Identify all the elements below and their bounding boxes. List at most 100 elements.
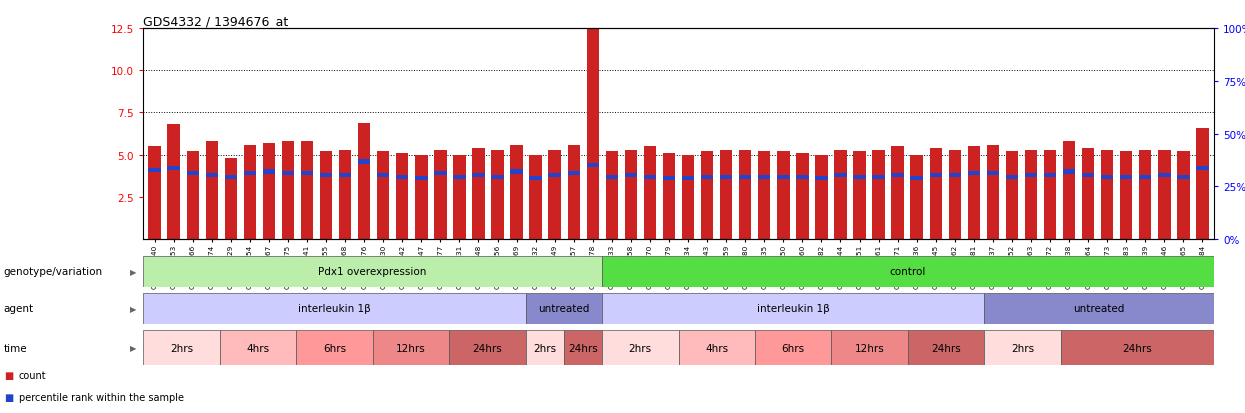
Bar (168, 125, 179, 240)
Bar (143, 330, 219, 366)
Bar (625, 173, 637, 178)
Bar (148, 147, 161, 240)
Bar (1082, 149, 1094, 240)
Bar (510, 145, 523, 240)
Bar (987, 172, 998, 176)
Bar (244, 172, 256, 176)
Bar (320, 173, 332, 178)
Bar (1196, 128, 1209, 240)
Bar (281, 142, 294, 240)
Bar (662, 177, 675, 181)
Text: 6hrs: 6hrs (782, 343, 804, 353)
Bar (219, 330, 296, 366)
Bar (453, 175, 466, 179)
Text: 2hrs: 2hrs (1011, 343, 1035, 353)
Bar (525, 330, 564, 366)
Bar (1139, 150, 1152, 240)
Text: 24hrs: 24hrs (931, 343, 961, 353)
Bar (492, 175, 504, 179)
Bar (1063, 142, 1076, 240)
Text: untreated: untreated (538, 304, 589, 314)
Text: 2hrs: 2hrs (169, 343, 193, 353)
Bar (682, 155, 695, 240)
Bar (549, 173, 561, 178)
Bar (148, 169, 161, 173)
Bar (1139, 175, 1152, 179)
Bar (740, 175, 752, 179)
Bar (603, 256, 1214, 287)
Bar (758, 152, 771, 240)
Bar (1006, 175, 1018, 179)
Bar (796, 154, 808, 240)
Bar (1082, 173, 1094, 178)
Bar (263, 170, 275, 174)
Bar (1158, 173, 1170, 178)
Text: ■: ■ (4, 370, 12, 380)
Bar (168, 167, 179, 171)
Bar (985, 330, 1061, 366)
Bar (435, 172, 447, 176)
Bar (377, 173, 390, 178)
Bar (1025, 150, 1037, 240)
Text: agent: agent (4, 304, 34, 314)
Text: 4hrs: 4hrs (247, 343, 269, 353)
Text: Pdx1 overexpression: Pdx1 overexpression (319, 266, 427, 277)
Bar (205, 173, 218, 178)
Bar (339, 150, 351, 240)
Text: control: control (890, 266, 926, 277)
Text: 4hrs: 4hrs (705, 343, 728, 353)
Bar (930, 149, 942, 240)
Bar (815, 155, 828, 240)
Bar (1101, 175, 1113, 179)
Bar (510, 170, 523, 174)
Bar (908, 330, 985, 366)
Bar (472, 173, 484, 178)
Bar (435, 150, 447, 240)
Bar (967, 172, 980, 176)
Bar (564, 330, 603, 366)
Bar (415, 177, 427, 181)
Bar (529, 155, 542, 240)
Text: ▶: ▶ (129, 267, 137, 276)
Bar (187, 152, 199, 240)
Bar (987, 145, 998, 240)
Bar (832, 330, 908, 366)
Bar (339, 173, 351, 178)
Text: percentile rank within the sample: percentile rank within the sample (19, 392, 184, 402)
Text: ▶: ▶ (129, 344, 137, 352)
Bar (605, 152, 618, 240)
Bar (568, 145, 580, 240)
Bar (644, 175, 656, 179)
Bar (205, 142, 218, 240)
Bar (1101, 150, 1113, 240)
Bar (1120, 175, 1133, 179)
Bar (224, 175, 237, 179)
Bar (1025, 173, 1037, 178)
Bar (449, 330, 525, 366)
Bar (301, 172, 314, 176)
Bar (1043, 150, 1056, 240)
Bar (320, 152, 332, 240)
Bar (143, 293, 525, 324)
Bar (682, 177, 695, 181)
Bar (1043, 173, 1056, 178)
Bar (662, 154, 675, 240)
Bar (396, 175, 408, 179)
Bar (815, 177, 828, 181)
Bar (1158, 150, 1170, 240)
Text: GDS4332 / 1394676_at: GDS4332 / 1394676_at (143, 15, 289, 28)
Bar (949, 173, 961, 178)
Text: time: time (4, 343, 27, 353)
Bar (224, 159, 237, 240)
Bar (244, 145, 256, 240)
Bar (359, 160, 370, 164)
Bar (644, 147, 656, 240)
Bar (758, 175, 771, 179)
Bar (910, 155, 923, 240)
Bar (701, 175, 713, 179)
Text: 12hrs: 12hrs (396, 343, 426, 353)
Bar (796, 175, 808, 179)
Bar (701, 152, 713, 240)
Bar (1178, 175, 1189, 179)
Bar (525, 293, 603, 324)
